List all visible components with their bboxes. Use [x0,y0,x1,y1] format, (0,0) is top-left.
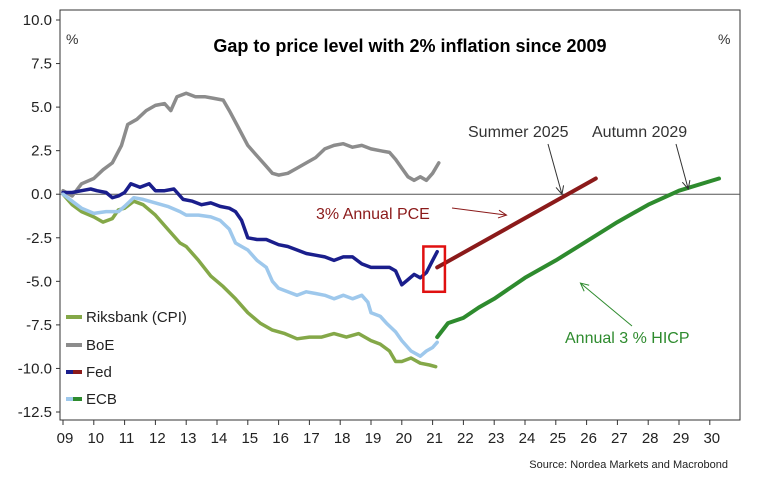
arrow-pce-head [497,209,508,219]
y-tick-label: 7.5 [31,56,52,73]
x-tick-label: 22 [457,430,474,447]
projection-line-fed_projection [435,176,598,270]
arrow-hicp-head [579,282,590,292]
annotation-summer-2025: Summer 2025 [468,124,569,141]
arrow-autumn-2029 [675,143,689,190]
y-tick-label: -2.5 [26,230,52,247]
x-tick-label: 25 [549,430,566,447]
legend-label-boe: BoE [86,337,114,354]
x-tick-label: 15 [241,430,258,447]
series-line-fed [61,182,439,287]
x-axis: 09 10 11 12 13 14 15 16 17 18 19 20 21 22 23 24 25 26 27 28… [57,420,720,447]
arrow-autumn-2029-head [681,180,691,191]
y-tick-label: 10.0 [23,12,52,29]
y-tick-label: -12.5 [18,404,52,421]
series-line-boe [61,91,441,198]
x-tick-label: 11 [119,430,135,447]
arrow-summer-2025 [547,143,563,195]
source-note: Source: Nordea Markets and Macrobond [529,459,728,471]
arrow-pce [451,207,507,216]
chart-title: Gap to price level with 2% inflation sin… [213,36,606,56]
plot-frame [59,9,741,421]
y-tick-label: -5.0 [26,273,52,290]
legend-label-fed: Fed [86,364,112,381]
x-tick-label: 14 [211,430,228,447]
legend-label-ecb: ECB [86,391,117,408]
y-tick-label: 5.0 [31,99,52,116]
x-tick-label: 21 [426,430,443,447]
legend-label-riksbank: Riksbank (CPI) [86,309,187,326]
arrow-hicp [580,282,633,327]
x-tick-label: 12 [149,430,166,447]
x-tick-label: 29 [673,430,690,447]
projection-line-ecb_projection [435,176,721,340]
series-line-ecb [61,192,439,358]
x-tick-label: 30 [703,430,720,447]
y-unit-left: % [66,31,78,47]
highlight-box [422,245,447,294]
arrow-summer-2025-head [555,185,565,196]
x-tick-label: 17 [303,430,320,447]
series-layer [61,91,721,369]
x-tick-label: 28 [642,430,659,447]
y-axis: 10.0 7.5 5.0 2.5 0.0 -2.5 -5.0 -7.5 -10.0 -12.5 [18,12,60,421]
annotations [451,143,691,327]
x-tick-label: 16 [272,430,289,447]
x-tick-label: 23 [488,430,505,447]
x-tick-label: 18 [334,430,351,447]
x-tick-label: 10 [87,430,104,447]
x-tick-label: 27 [611,430,628,447]
x-tick-label: 09 [57,430,74,447]
y-tick-label: -7.5 [26,317,52,334]
x-tick-label: 24 [519,430,536,447]
legend: Riksbank (CPI) BoE Fed ECB [66,309,187,408]
x-tick-label: 20 [395,430,412,447]
y-tick-label: 2.5 [31,143,52,160]
annotation-hicp: Annual 3 % HICP [565,330,690,347]
annotation-autumn-2029: Autumn 2029 [592,124,687,141]
x-tick-label: 19 [365,430,382,447]
y-tick-label: 0.0 [31,186,52,203]
x-tick-label: 26 [580,430,597,447]
annotation-pce: 3% Annual PCE [316,206,430,223]
y-unit-right: % [718,31,730,47]
y-tick-label: -10.0 [18,360,52,377]
x-tick-label: 13 [180,430,197,447]
